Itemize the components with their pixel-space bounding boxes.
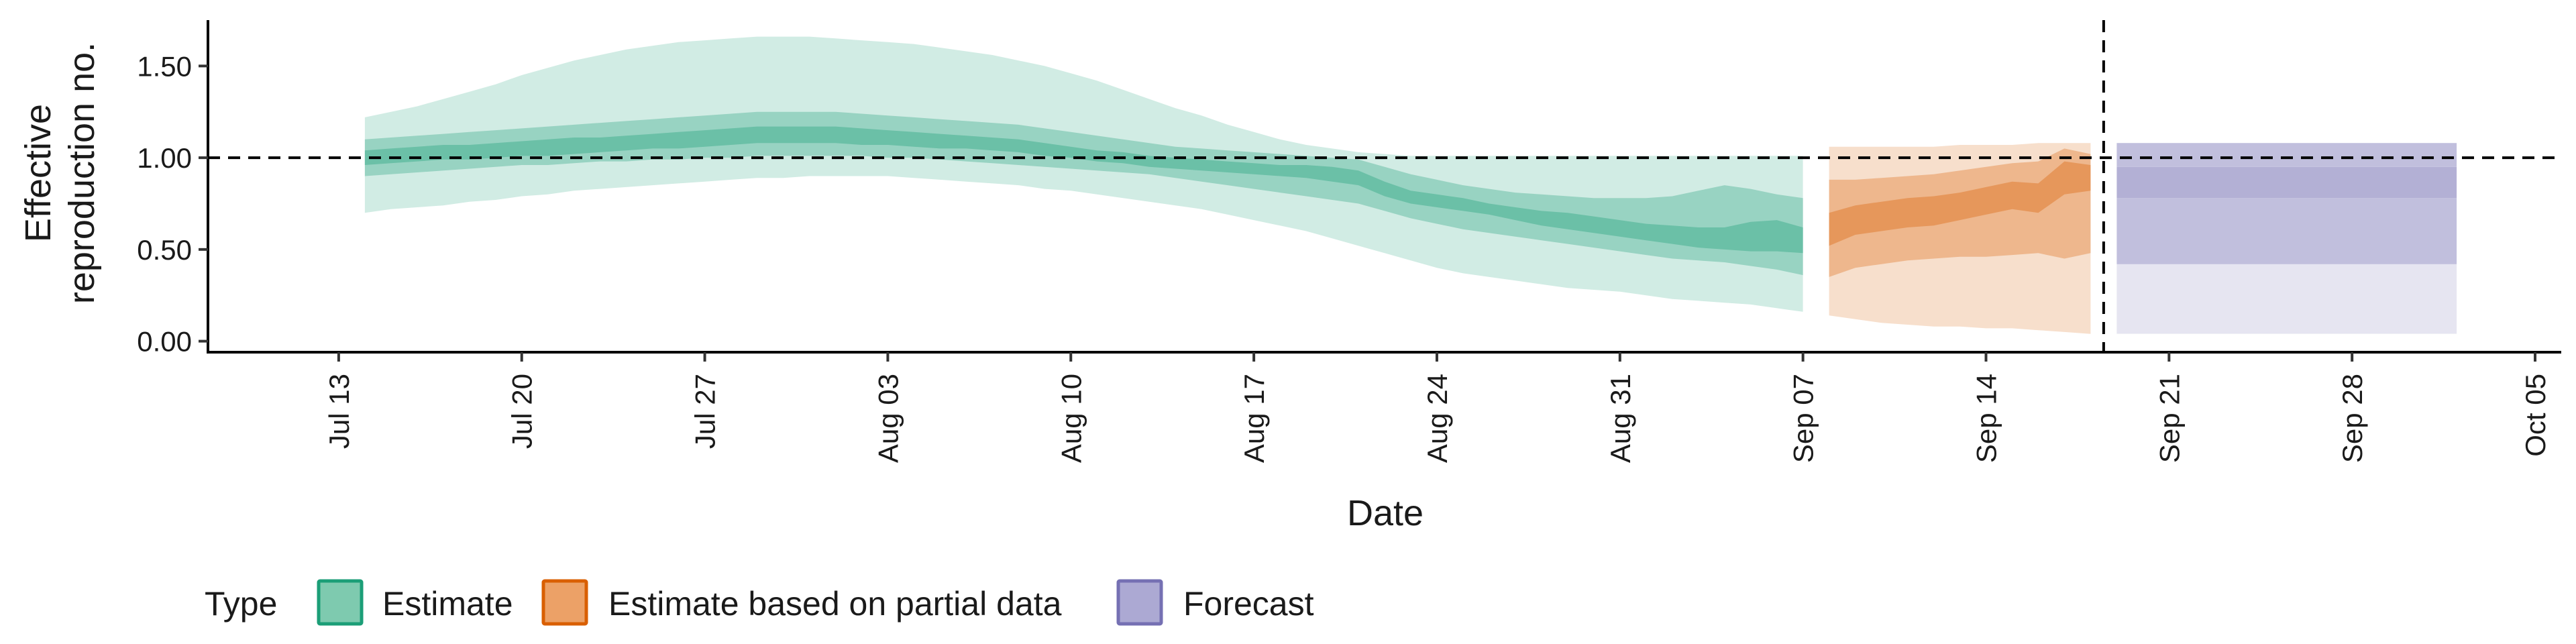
x-tick-label: Oct 05 — [2520, 374, 2551, 457]
x-tick-label: Jul 27 — [690, 374, 721, 449]
x-tick-label: Sep 28 — [2337, 374, 2368, 463]
x-tick-label: Sep 21 — [2153, 374, 2185, 463]
estimate-band-20 — [364, 126, 1803, 254]
legend: Type Estimate Estimate based on partial … — [205, 579, 1314, 626]
y-axis-ticks: 0.00 0.50 1.00 1.50 — [137, 50, 208, 358]
x-tick-label: Sep 07 — [1788, 374, 1819, 463]
estimate-based-on-partial-data-band-20 — [1829, 161, 2091, 246]
legend-label-partial: Estimate based on partial data — [608, 585, 1062, 623]
y-tick-label: 0.50 — [137, 234, 192, 266]
legend-label-forecast: Forecast — [1183, 585, 1314, 623]
legend-swatch-partial — [541, 579, 588, 626]
legend-title: Type — [205, 585, 277, 623]
x-axis-ticks: Jul 13 Jul 20 Jul 27 Aug 03 Aug 10 Aug 17 Aug … — [323, 352, 2551, 463]
x-axis-title: Date — [1347, 493, 1424, 533]
x-tick-label: Sep 14 — [1971, 374, 2002, 463]
reference-lines — [208, 20, 2561, 352]
forecast-band-50 — [2116, 198, 2457, 264]
y-axis-title-line-2: reproduction no. — [62, 42, 102, 304]
x-tick-label: Jul 20 — [506, 374, 538, 449]
legend-swatch-estimate — [317, 579, 364, 626]
y-axis-title-line-1: Effective — [18, 104, 58, 242]
x-tick-label: Aug 17 — [1238, 374, 1270, 463]
y-tick-label: 0.00 — [137, 326, 192, 358]
y-tick-label: 1.00 — [137, 142, 192, 174]
legend-label-estimate: Estimate — [382, 585, 513, 623]
legend-swatch-forecast — [1116, 579, 1163, 626]
forecast-band-top — [2116, 143, 2457, 167]
x-tick-label: Aug 31 — [1605, 374, 1636, 463]
forecast-band-90 — [2116, 264, 2457, 334]
x-tick-label: Aug 10 — [1055, 374, 1087, 463]
estimate-band-90 — [364, 36, 1803, 312]
x-tick-label: Aug 24 — [1421, 374, 1453, 463]
y-tick-label: 1.50 — [137, 50, 192, 82]
chart-bands — [364, 36, 2457, 334]
forecast-band-20 — [2116, 166, 2457, 199]
x-tick-label: Aug 03 — [872, 374, 904, 463]
estimate-band-50 — [364, 111, 1803, 276]
x-tick-label: Jul 13 — [323, 374, 355, 449]
